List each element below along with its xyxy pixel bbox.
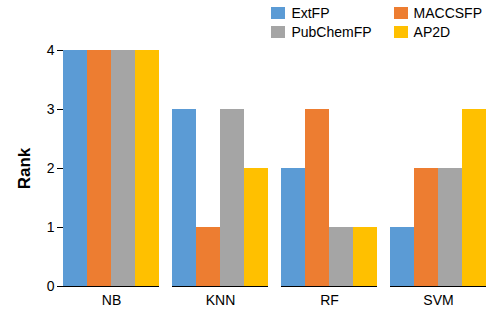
html-text:AP2D: AP2D [413, 23, 451, 40]
svg-text:Rank: Rank [15, 147, 34, 189]
svg-text:0: 0 [47, 278, 55, 294]
svg-text:2: 2 [47, 160, 55, 176]
svg-text:NB: NB [102, 292, 121, 308]
html-text:ExtFP: ExtFP [291, 4, 330, 21]
html-text:PubChemFP: PubChemFP [291, 23, 372, 40]
html-text:MACCSFP: MACCSFP [413, 4, 482, 21]
svg-text:RF: RF [320, 292, 339, 308]
svg-text:SVM: SVM [423, 292, 453, 308]
svg-text:4: 4 [47, 42, 55, 58]
svg-text:1: 1 [47, 219, 55, 235]
svg-text:3: 3 [47, 101, 55, 117]
svg-text:KNN: KNN [206, 292, 236, 308]
